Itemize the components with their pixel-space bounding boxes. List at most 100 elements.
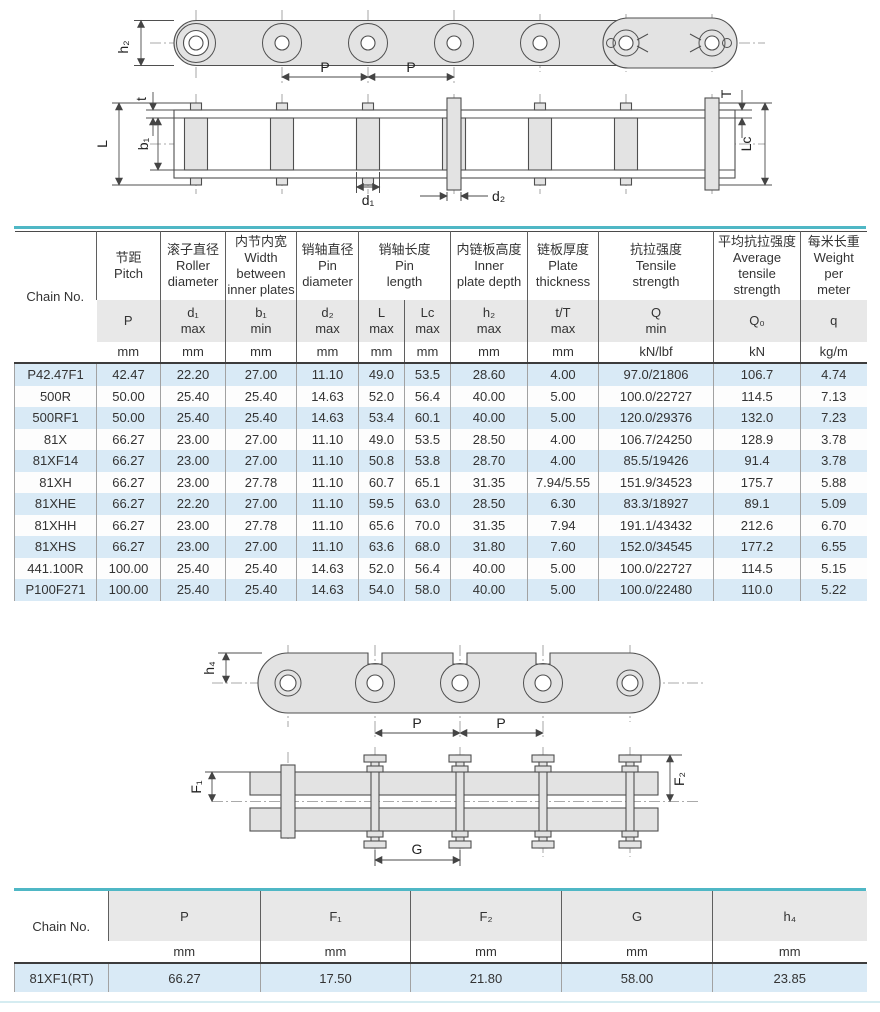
table-cell: 66.27 (96, 471, 161, 493)
table-cell: 212.6 (713, 514, 801, 536)
table-row: 81XHS 66.27 23.00 27.00 11.10 63.6 68.0 31.80 7.… (14, 536, 867, 558)
table-row: 81XF14 66.27 23.00 27.00 11.10 50.8 53.8 28.70 4… (14, 450, 867, 472)
table-cell: 59.5 (358, 493, 405, 515)
table-cell: 66.27 (96, 450, 161, 472)
unit-cell: mm (296, 342, 359, 363)
symbol-d2: d₂ max (296, 300, 359, 342)
unit-cell: mm (225, 342, 297, 363)
table-cell: 6.30 (527, 493, 599, 515)
table-cell: 17.50 (260, 962, 411, 992)
table-cell: 42.47 (96, 362, 161, 386)
dim-label-d1: d₁ (362, 192, 375, 208)
table-cell: 4.00 (527, 428, 599, 450)
table-cell: 40.00 (450, 557, 528, 579)
dim-label-h2: h₂ (115, 40, 131, 53)
table-cell: 25.40 (225, 579, 297, 601)
attachment-table-header: Chain No. P F₁ F₂ G h₄ mm mm mm mm mm (14, 891, 867, 963)
table-cell: 66.27 (96, 536, 161, 558)
table-cell: 28.50 (450, 428, 528, 450)
table-cell: 106.7/24250 (598, 428, 714, 450)
table-cell: 66.27 (96, 428, 161, 450)
table-cell: P100F271 (14, 579, 97, 601)
table-cell: 91.4 (713, 450, 801, 472)
table-cell: 21.80 (410, 962, 562, 992)
symbol-h2: h₂ max (450, 300, 528, 342)
table-cell: 114.5 (713, 557, 801, 579)
unit-cell: mm (108, 941, 261, 963)
table-cell: 100.0/22727 (598, 557, 714, 579)
attachment-table: Chain No. P F₁ F₂ G h₄ mm mm mm mm mm 81… (14, 891, 867, 992)
table-cell: 58.0 (403, 579, 451, 601)
extended-pin (531, 754, 555, 849)
table-cell: 81XF14 (14, 450, 97, 472)
table-cell: 5.00 (527, 385, 599, 407)
table-cell: 83.3/18927 (598, 493, 714, 515)
unit-cell: mm (160, 342, 226, 363)
table-cell: 14.63 (296, 557, 359, 579)
table-cell: 66.27 (96, 493, 161, 515)
table-cell: 50.8 (358, 450, 405, 472)
unit-cell: kN (713, 342, 801, 363)
chain-no-header: Chain No. (14, 231, 97, 363)
chain-no-header: Chain No. (14, 891, 109, 963)
table-cell: 97.0/21806 (598, 362, 714, 386)
table-cell: 27.00 (225, 450, 297, 472)
table-cell: 132.0 (713, 407, 801, 429)
symbol-Lc: Lc max (403, 300, 451, 342)
table-cell: 50.00 (96, 385, 161, 407)
table-cell: 56.4 (403, 557, 451, 579)
cotter-pin-icon (636, 33, 649, 53)
unit-cell: mm (358, 342, 405, 363)
table-cell: 58.00 (561, 962, 713, 992)
table-cell: 11.10 (296, 536, 359, 558)
table-cell: 25.40 (160, 407, 226, 429)
table-cell: 27.00 (225, 493, 297, 515)
table-cell: 52.0 (358, 385, 405, 407)
table-cell: 65.1 (403, 471, 451, 493)
table-cell: 40.00 (450, 385, 528, 407)
table-cell: 128.9 (713, 428, 801, 450)
table-cell: 4.74 (800, 362, 867, 386)
unit-cell: mm (403, 342, 451, 363)
unit-cell: mm (260, 941, 411, 963)
dim-label-p: P (412, 715, 421, 731)
table-cell: 31.80 (450, 536, 528, 558)
table-cell: 81XHE (14, 493, 97, 515)
table-cell: 81X (14, 428, 97, 450)
col-title-G: G (561, 891, 713, 941)
table-cell: 54.0 (358, 579, 405, 601)
col-title-weight: 每米长重 Weight per meter (800, 231, 867, 300)
dim-label-L: L (94, 140, 110, 148)
table-cell: 14.63 (296, 407, 359, 429)
table-cell: 81XHS (14, 536, 97, 558)
symbol-Q: Q min (598, 300, 714, 342)
table-cell: P42.47F1 (14, 362, 97, 386)
table-cell: 53.5 (403, 362, 451, 386)
table-cell: 49.0 (358, 362, 405, 386)
table-cell: 5.15 (800, 557, 867, 579)
symbol-L: L max (358, 300, 405, 342)
table-cell: 100.00 (96, 557, 161, 579)
symbol-tT: t/T max (527, 300, 599, 342)
table-cell: 11.10 (296, 362, 359, 386)
table-cell: 25.40 (225, 407, 297, 429)
table-cell: 53.5 (403, 428, 451, 450)
table-cell: 100.00 (96, 579, 161, 601)
attachment-table-body: 81XF1(RT) 66.27 17.50 21.80 58.00 23.85 (14, 962, 867, 992)
table-cell: 7.13 (800, 385, 867, 407)
col-title-F1: F₁ (260, 891, 411, 941)
table-cell: 23.00 (160, 428, 226, 450)
table-cell: 89.1 (713, 493, 801, 515)
table-cell: 7.94 (527, 514, 599, 536)
col-title-roller-diameter: 滚子直径 Roller diameter (160, 231, 226, 300)
table-cell: 175.7 (713, 471, 801, 493)
table-cell: 177.2 (713, 536, 801, 558)
table-cell: 441.100R (14, 557, 97, 579)
col-title-plate-thickness: 链板厚度 Plate thickness (527, 231, 599, 300)
table-row: 81XHH 66.27 23.00 27.78 11.10 65.6 70.0 31.35 7.… (14, 514, 867, 536)
table-cell: 81XHH (14, 514, 97, 536)
table-cell: 110.0 (713, 579, 801, 601)
table-cell: 3.78 (800, 450, 867, 472)
table-cell: 151.9/34523 (598, 471, 714, 493)
